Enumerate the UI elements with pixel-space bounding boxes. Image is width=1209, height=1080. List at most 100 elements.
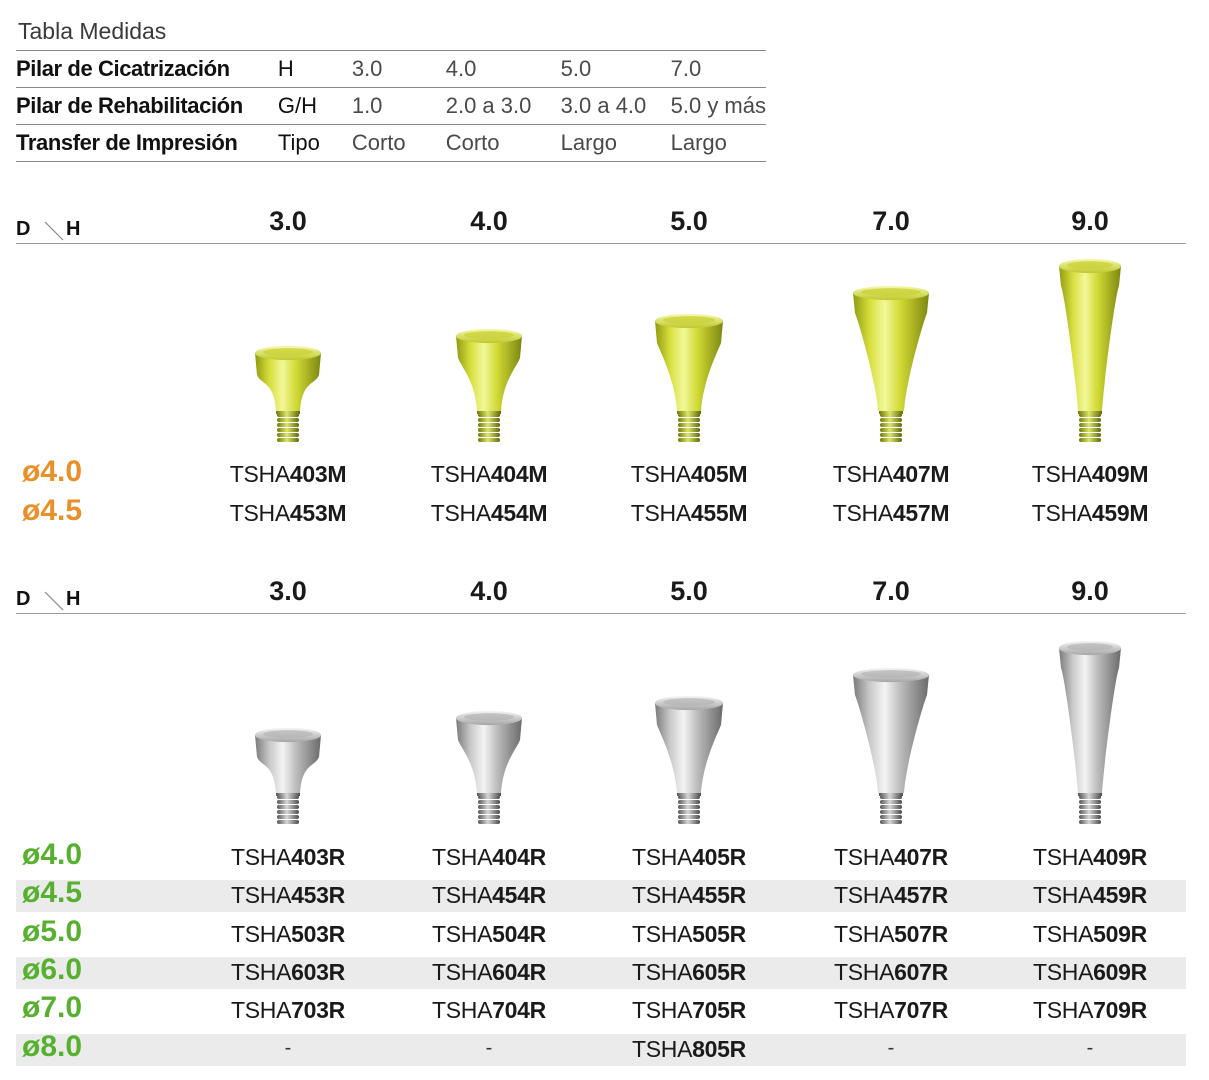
- product-code: TSHA403M: [198, 461, 378, 488]
- product-code: TSHA504R: [399, 921, 579, 948]
- header-divider: [16, 613, 1186, 614]
- empty-cell-dash: -: [485, 1036, 493, 1059]
- product-code: TSHA407R: [801, 844, 981, 871]
- row-value: 7.0: [670, 50, 766, 88]
- product-code: TSHA407M: [801, 461, 981, 488]
- product-code: TSHA405R: [599, 844, 779, 871]
- d-h-header: D H: [16, 218, 80, 241]
- empty-cell-dash: -: [284, 1036, 292, 1059]
- code-number: 503R: [291, 920, 345, 947]
- product-code: TSHA454R: [399, 882, 579, 909]
- row-value: Corto: [351, 124, 446, 162]
- product-code: TSHA607R: [801, 959, 981, 986]
- row-label: Pilar de Rehabilitación: [16, 87, 278, 125]
- product-code: TSHA505R: [599, 921, 779, 948]
- height-label: 3.0: [269, 576, 307, 606]
- row-value: Corto: [445, 124, 561, 162]
- height-label: 7.0: [872, 576, 910, 606]
- diameter-label: ø6.0: [22, 952, 83, 986]
- code-prefix: TSHA: [834, 920, 895, 947]
- diameter-label: ø8.0: [22, 1029, 83, 1063]
- code-number: 707R: [894, 997, 948, 1024]
- table-row: Pilar de Cicatrización H 3.0 4.0 5.0 7.0: [16, 50, 766, 88]
- row-value: 3.0 a 4.0: [560, 87, 671, 125]
- code-prefix: TSHA: [632, 882, 693, 909]
- row-value: Largo: [670, 124, 766, 162]
- code-number: 455R: [692, 882, 746, 909]
- code-number: 609R: [1093, 958, 1147, 985]
- diameter-label: ø4.0: [22, 838, 83, 871]
- code-number: 709R: [1093, 997, 1147, 1024]
- table-title: Tabla Medidas: [18, 18, 167, 44]
- product-code: TSHA709R: [1000, 997, 1180, 1024]
- code-prefix: TSHA: [630, 461, 691, 487]
- row-value: Largo: [560, 124, 671, 162]
- product-code: TSHA509R: [1000, 921, 1180, 948]
- row-unit: H: [277, 50, 352, 88]
- row-value: 1.0: [351, 87, 446, 125]
- product-code: TSHA604R: [399, 959, 579, 986]
- product-code: TSHA453M: [198, 500, 378, 527]
- code-number: 454R: [492, 882, 546, 909]
- code-prefix: TSHA: [632, 997, 693, 1024]
- d-label: D: [16, 218, 31, 240]
- code-number: 455M: [690, 500, 748, 526]
- healing-abutment-image: [243, 337, 333, 452]
- row-value: 2.0 a 3.0: [445, 87, 561, 125]
- code-number: 704R: [492, 997, 546, 1024]
- product-code: TSHA459M: [1000, 500, 1180, 527]
- diameter-label: ø5.0: [22, 914, 83, 948]
- code-prefix: TSHA: [231, 844, 292, 870]
- code-prefix: TSHA: [1031, 461, 1092, 487]
- row-value: 4.0: [445, 50, 561, 88]
- height-label: 7.0: [872, 206, 910, 236]
- code-prefix: TSHA: [632, 1035, 693, 1062]
- diagonal-divider: [44, 221, 64, 241]
- product-code: TSHA457R: [801, 882, 981, 909]
- code-prefix: TSHA: [1033, 920, 1094, 947]
- product-code: TSHA605R: [599, 959, 779, 986]
- code-prefix: TSHA: [1033, 882, 1094, 909]
- code-number: 409M: [1091, 461, 1149, 487]
- diameter-label: ø4.5: [22, 494, 83, 527]
- row-shading: [16, 880, 1186, 913]
- row-shading: [16, 956, 1186, 989]
- code-prefix: TSHA: [430, 461, 491, 487]
- row-unit: G/H: [277, 87, 352, 125]
- code-prefix: TSHA: [632, 844, 693, 870]
- row-label: Transfer de Impresión: [16, 124, 278, 162]
- diagonal-divider: [44, 591, 64, 611]
- measurements-table: Pilar de Cicatrización H 3.0 4.0 5.0 7.0…: [16, 50, 766, 162]
- code-prefix: TSHA: [229, 461, 290, 487]
- row-value: 3.0: [351, 50, 446, 88]
- code-number: 505R: [692, 920, 746, 947]
- code-prefix: TSHA: [231, 997, 292, 1024]
- code-prefix: TSHA: [1033, 844, 1094, 870]
- row-value: 5.0: [560, 50, 671, 88]
- code-number: 454M: [490, 500, 548, 526]
- code-prefix: TSHA: [1031, 500, 1092, 526]
- code-prefix: TSHA: [834, 997, 895, 1024]
- product-code: TSHA404M: [399, 461, 579, 488]
- code-prefix: TSHA: [432, 958, 493, 985]
- code-prefix: TSHA: [632, 958, 693, 985]
- code-number: 403M: [289, 461, 347, 487]
- product-code: TSHA459R: [1000, 882, 1180, 909]
- code-prefix: TSHA: [430, 500, 491, 526]
- product-code: TSHA454M: [399, 500, 579, 527]
- code-number: 403R: [291, 844, 345, 870]
- product-code: TSHA455M: [599, 500, 779, 527]
- code-prefix: TSHA: [834, 844, 895, 870]
- product-code: TSHA453R: [198, 882, 378, 909]
- healing-abutment-image: [1045, 250, 1135, 452]
- code-prefix: TSHA: [432, 882, 493, 909]
- code-prefix: TSHA: [1033, 958, 1094, 985]
- h-label: H: [66, 218, 81, 240]
- h-label: H: [66, 588, 81, 610]
- height-label: 5.0: [670, 206, 708, 236]
- code-prefix: TSHA: [1033, 997, 1094, 1024]
- code-number: 405M: [690, 461, 748, 487]
- healing-abutment-image: [444, 702, 534, 834]
- code-prefix: TSHA: [432, 844, 493, 870]
- code-number: 459M: [1091, 500, 1149, 526]
